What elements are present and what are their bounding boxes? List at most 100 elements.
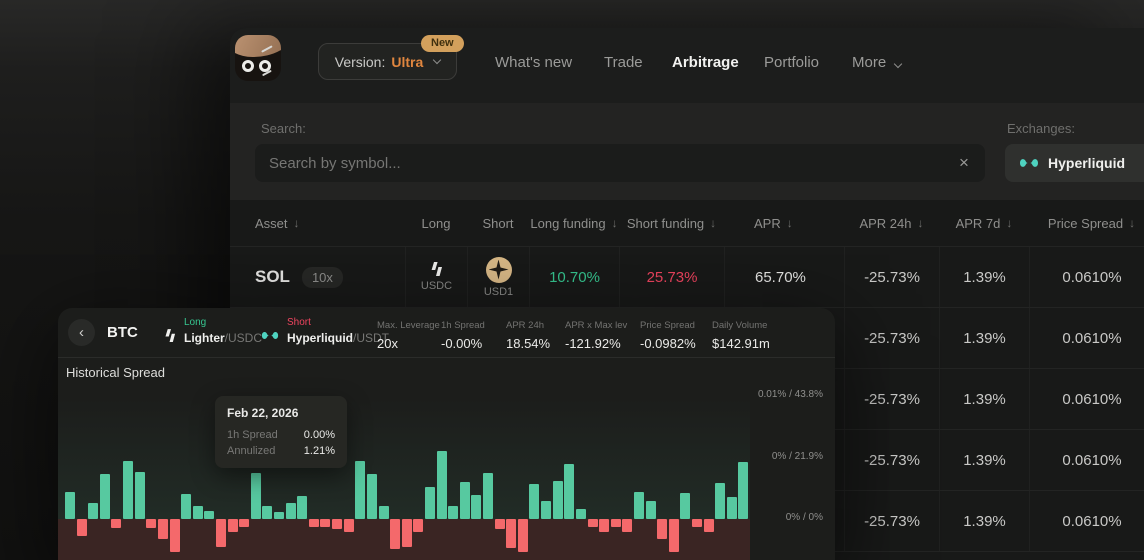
sort-arrow-icon: ↓ — [786, 216, 793, 230]
long-side-label: Long — [184, 317, 207, 328]
spread-bar — [413, 519, 424, 532]
table-row-sol[interactable]: SOL 10x USDC USD1 10.70% 25.73% 65.70% -… — [230, 246, 1144, 307]
y-axis-label-top: 0.01% / 43.8% — [757, 389, 823, 400]
stat-apr-x-max-lev: APR x Max lev -121.92% — [565, 320, 628, 351]
navbar: Version: Ultra New What's new Trade Arbi… — [230, 28, 1144, 103]
sort-arrow-icon: ↓ — [1006, 216, 1013, 230]
spread-bar — [285, 503, 296, 519]
spread-bar — [146, 519, 157, 528]
table-row[interactable]: -25.73% 1.39% 0.0610% — [230, 307, 1144, 368]
spread-bar — [274, 512, 284, 519]
logo-cap — [235, 35, 281, 57]
btc-detail-panel: ‹ BTC Long Lighter/USDC Short Hyperliqui… — [58, 308, 835, 560]
short-asset-label: USD1 — [483, 285, 514, 298]
chart-tooltip: Feb 22, 2026 1h Spread 0.00% Annulized 1… — [215, 396, 347, 468]
y-axis-label-zero: 0% / 0% — [785, 512, 823, 523]
spread-bar — [250, 473, 261, 519]
tooltip-date: Feb 22, 2026 — [227, 406, 299, 420]
col-header-long-funding[interactable]: Long funding ↓ — [530, 215, 618, 231]
nav-item-more-label: More — [852, 54, 887, 71]
nav-item-portfolio[interactable]: Portfolio — [764, 54, 820, 71]
sort-arrow-icon: ↓ — [293, 216, 300, 230]
col-header-long[interactable]: Long — [421, 215, 451, 231]
long-funding-value: 10.70% — [529, 247, 619, 307]
spread-bar — [541, 501, 551, 519]
lighter-icon — [165, 329, 176, 342]
col-header-price-spread[interactable]: Price Spread ↓ — [1047, 215, 1136, 231]
apr-7d-value: 1.39% — [939, 369, 1029, 429]
col-header-short[interactable]: Short — [482, 215, 514, 231]
price-spread-value: 0.0610% — [1029, 247, 1144, 307]
spread-bar — [459, 482, 470, 519]
nav-item-whats-new[interactable]: What's new — [495, 54, 573, 71]
spread-chart-bars[interactable] — [65, 388, 750, 560]
spread-bar — [645, 501, 656, 519]
apr-value: 65.70% — [724, 247, 844, 307]
spread-bar — [204, 511, 215, 519]
detail-asset-symbol: BTC — [107, 324, 138, 341]
spread-bar — [401, 519, 412, 547]
spread-bar — [239, 519, 250, 527]
exchange-button-label: Hyperliquid — [1048, 155, 1126, 171]
nav-item-more[interactable]: More — [852, 54, 903, 71]
short-quote: /USDT — [353, 331, 390, 345]
nav-item-trade[interactable]: Trade — [604, 54, 643, 71]
col-header-apr-24h[interactable]: APR 24h ↓ — [859, 215, 924, 231]
price-spread-value: 0.0610% — [1029, 430, 1144, 490]
apr-24h-value: -25.73% — [844, 491, 939, 551]
logo-eye-left — [242, 60, 254, 72]
price-spread-value: 0.0610% — [1029, 491, 1144, 551]
spread-bar — [471, 495, 482, 519]
nav-item-arbitrage[interactable]: Arbitrage — [672, 54, 739, 71]
y-axis-label-mid: 0% / 21.9% — [771, 451, 823, 462]
exchange-filter-hyperliquid[interactable]: Hyperliquid — [1005, 144, 1144, 182]
spread-bar — [343, 519, 354, 532]
short-funding-value: 25.73% — [619, 247, 724, 307]
leverage-badge: 10x — [301, 266, 343, 288]
stat-price-spread: Price Spread -0.0982% — [640, 320, 696, 351]
spread-bar — [494, 519, 505, 529]
search-input[interactable] — [255, 144, 985, 182]
long-venue: Lighter — [184, 331, 225, 345]
version-label: Version: — [334, 53, 386, 70]
spread-bar — [483, 473, 493, 519]
long-quote: /USDC — [224, 331, 263, 345]
spread-bar — [587, 519, 598, 527]
spread-bar — [506, 519, 517, 548]
apr-7d-value: 1.39% — [939, 430, 1029, 490]
apr-24h-value: -25.73% — [844, 430, 939, 490]
historical-spread-title: Historical Spread — [66, 365, 165, 380]
spread-bar — [111, 519, 122, 528]
spread-bar — [378, 506, 389, 519]
spread-bar — [424, 487, 435, 519]
stat-apr-24h: APR 24h 18.54% — [506, 320, 551, 351]
spread-bar — [262, 506, 273, 519]
new-badge: New — [421, 35, 464, 52]
apr-24h-value: -25.73% — [844, 247, 939, 307]
spread-bar — [227, 519, 238, 532]
app-logo-icon[interactable] — [235, 35, 281, 81]
col-header-apr-7d[interactable]: APR 7d ↓ — [955, 215, 1013, 231]
col-header-short-funding[interactable]: Short funding ↓ — [626, 215, 717, 231]
spread-bar — [157, 519, 168, 539]
search-field-wrap: × — [255, 144, 985, 182]
spread-bar — [552, 481, 563, 519]
asset-symbol: SOL — [255, 267, 290, 286]
col-header-apr[interactable]: APR ↓ — [754, 215, 793, 231]
spread-bar — [599, 519, 610, 532]
clear-search-icon[interactable]: × — [959, 153, 969, 172]
chevron-down-icon — [433, 55, 442, 64]
spread-bar — [134, 472, 145, 519]
col-header-asset[interactable]: Asset ↓ — [255, 215, 300, 231]
stat-max-leverage: Max. Leverage 20x — [377, 320, 440, 351]
apr-7d-value: 1.39% — [939, 308, 1029, 368]
spread-bar — [657, 519, 668, 539]
spread-bar — [691, 519, 702, 527]
back-button[interactable]: ‹ — [68, 319, 95, 346]
sort-arrow-icon: ↓ — [611, 216, 618, 230]
usd1-icon — [485, 256, 512, 283]
sort-arrow-icon: ↓ — [1129, 216, 1136, 230]
panel-divider — [58, 357, 835, 358]
spread-bar — [715, 483, 726, 519]
